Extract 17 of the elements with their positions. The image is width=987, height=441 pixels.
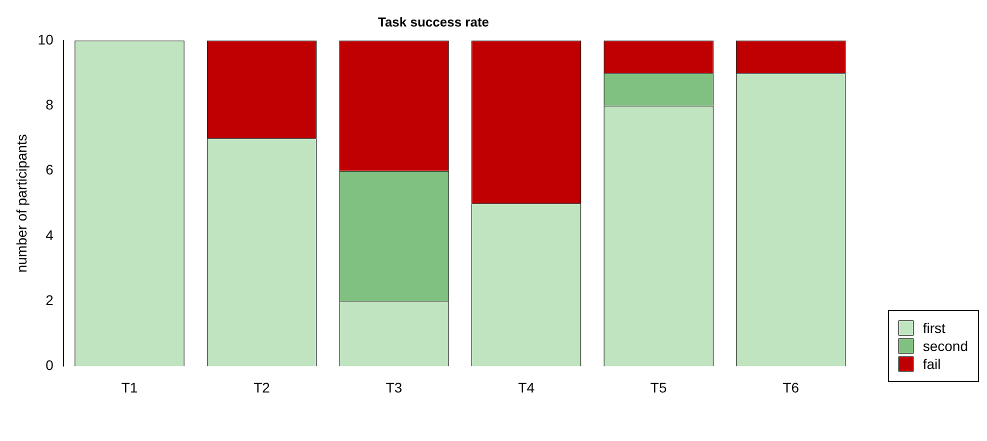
y-tick-label: 0 xyxy=(46,357,54,374)
legend-label: first xyxy=(922,320,946,336)
y-tick-label: 10 xyxy=(38,31,54,48)
x-tick-label: T5 xyxy=(650,379,667,396)
y-tick-label: 2 xyxy=(46,292,54,308)
legend-label: second xyxy=(922,338,968,354)
y-tick-label: 4 xyxy=(46,226,54,243)
y-tick-label: 8 xyxy=(46,96,54,113)
x-tick-label: T6 xyxy=(782,379,800,396)
y-tick-label: 6 xyxy=(46,162,54,178)
chart-title: Task success rate xyxy=(378,14,490,30)
y-axis-title: number of participants xyxy=(13,134,30,273)
x-tick-label: T1 xyxy=(121,379,138,396)
x-tick-label: T3 xyxy=(386,379,402,396)
x-tick-label: T4 xyxy=(518,379,535,396)
legend-label: fail xyxy=(922,356,941,372)
x-tick-label: T2 xyxy=(254,379,270,396)
